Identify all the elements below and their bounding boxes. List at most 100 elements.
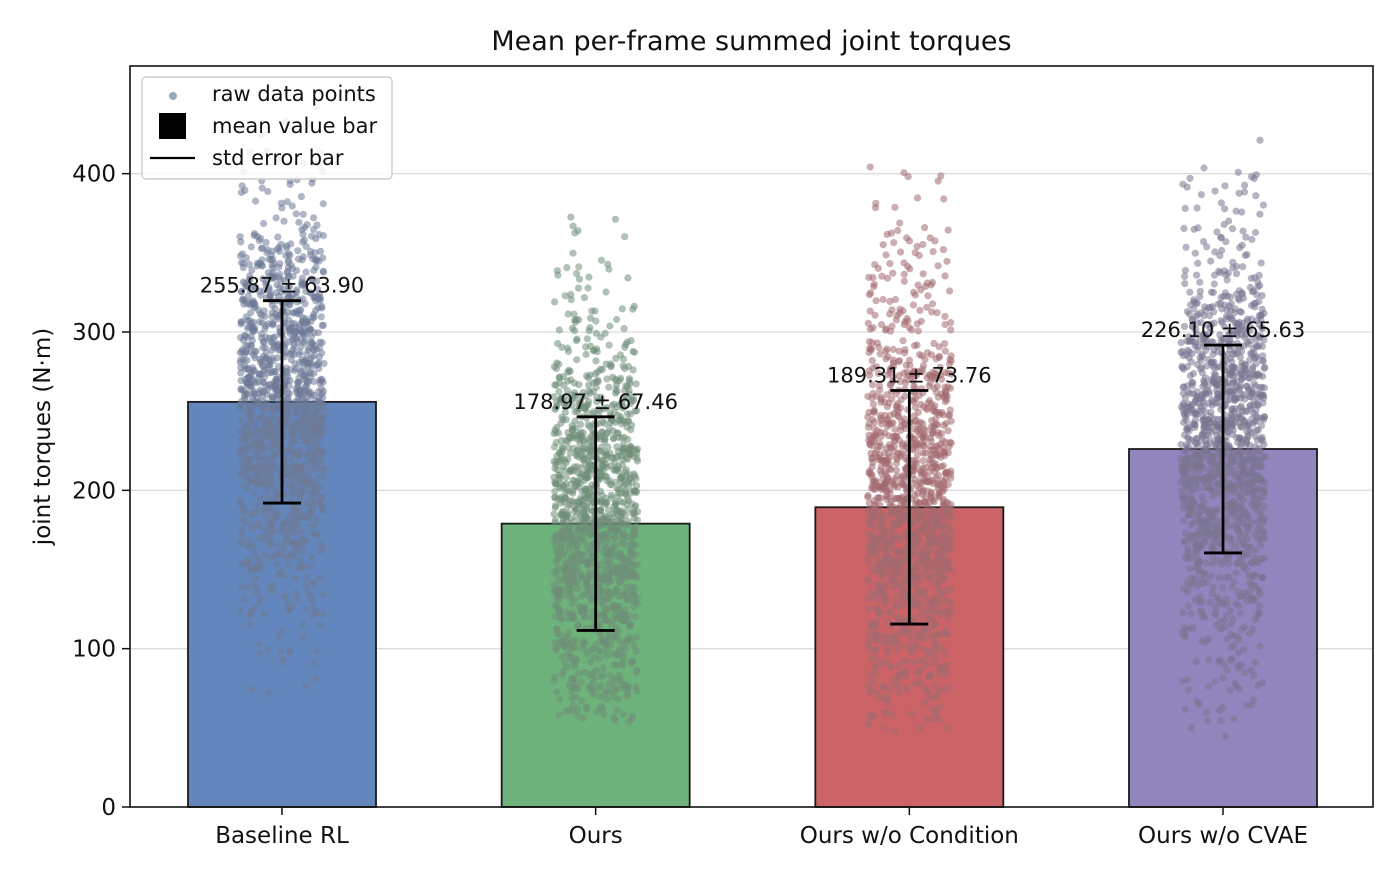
raw-data-point <box>901 532 909 540</box>
raw-data-point <box>237 448 245 456</box>
raw-data-point <box>876 511 884 519</box>
raw-data-point <box>1252 354 1260 362</box>
raw-data-point <box>251 197 260 205</box>
raw-data-point <box>610 540 619 549</box>
raw-data-point <box>311 408 319 416</box>
raw-data-point <box>319 610 327 618</box>
raw-data-point <box>237 369 245 377</box>
raw-data-point <box>932 355 940 363</box>
raw-data-point <box>598 515 607 523</box>
raw-data-point <box>903 234 911 242</box>
raw-data-point <box>884 449 893 458</box>
raw-data-point <box>261 551 269 559</box>
raw-data-point <box>257 291 265 299</box>
raw-data-point <box>1256 642 1264 650</box>
raw-data-point <box>554 471 563 479</box>
raw-data-point <box>240 595 249 603</box>
raw-data-point <box>310 329 318 337</box>
raw-data-point <box>869 274 877 282</box>
raw-data-point <box>905 642 913 650</box>
raw-data-point <box>1204 682 1213 690</box>
raw-data-point <box>303 573 311 581</box>
raw-data-point <box>565 629 573 637</box>
raw-data-point <box>1220 267 1229 275</box>
raw-data-point <box>571 643 580 651</box>
raw-data-point <box>599 664 607 672</box>
raw-data-point <box>923 349 932 357</box>
raw-data-point <box>313 221 321 229</box>
raw-data-point <box>311 439 319 447</box>
raw-data-point <box>255 446 263 454</box>
raw-data-point <box>911 563 920 571</box>
raw-data-point <box>865 578 873 586</box>
raw-data-point <box>876 610 884 618</box>
raw-data-point <box>1221 732 1229 740</box>
raw-data-point <box>1207 358 1215 366</box>
raw-data-point <box>318 339 326 347</box>
raw-data-point <box>1251 554 1259 562</box>
raw-data-point <box>597 598 605 606</box>
raw-data-point <box>902 672 910 680</box>
raw-data-point <box>306 465 314 473</box>
raw-data-point <box>599 418 607 426</box>
raw-data-point <box>315 484 323 492</box>
raw-data-point <box>585 381 593 389</box>
raw-data-point <box>309 458 317 466</box>
raw-data-point <box>1211 271 1219 279</box>
raw-data-point <box>865 531 874 539</box>
raw-data-point <box>561 658 569 666</box>
raw-data-point <box>627 337 635 345</box>
raw-data-point <box>246 620 254 628</box>
raw-data-point <box>937 172 945 180</box>
raw-data-point <box>575 275 584 283</box>
raw-data-point <box>555 429 563 437</box>
raw-data-point <box>930 598 938 606</box>
raw-data-point <box>908 326 916 334</box>
raw-data-point <box>562 459 570 467</box>
raw-data-point <box>1239 227 1247 235</box>
raw-data-point <box>610 661 619 669</box>
raw-data-point <box>294 379 302 387</box>
raw-data-point <box>611 686 619 694</box>
raw-data-point <box>301 300 309 308</box>
raw-data-point <box>307 317 315 325</box>
raw-data-point <box>919 457 927 465</box>
raw-data-point <box>909 550 918 559</box>
raw-data-point <box>302 606 310 614</box>
raw-data-point <box>879 295 887 304</box>
raw-data-point <box>258 507 266 515</box>
raw-data-point <box>909 581 917 589</box>
raw-data-point <box>568 600 576 608</box>
raw-data-point <box>268 319 276 327</box>
raw-data-point <box>284 446 292 454</box>
raw-data-point <box>248 512 256 520</box>
raw-data-point <box>267 537 275 545</box>
raw-data-point <box>257 244 265 252</box>
raw-data-point <box>297 369 305 377</box>
raw-data-point <box>250 230 258 238</box>
raw-data-point <box>606 322 614 330</box>
raw-data-point <box>273 378 281 386</box>
raw-data-point <box>868 655 876 663</box>
raw-data-point <box>288 202 296 210</box>
raw-data-point <box>563 649 572 657</box>
raw-data-point <box>935 538 943 546</box>
raw-data-point <box>271 367 279 375</box>
raw-data-point <box>579 714 587 722</box>
raw-data-point <box>237 188 245 197</box>
raw-data-point <box>303 350 311 358</box>
raw-data-point <box>926 545 935 553</box>
raw-data-point <box>236 349 244 357</box>
raw-data-point <box>903 314 911 323</box>
raw-data-point <box>613 603 621 611</box>
raw-data-point <box>294 462 302 470</box>
raw-data-point <box>552 479 560 487</box>
raw-data-points <box>236 103 1269 740</box>
raw-data-point <box>865 688 873 697</box>
raw-data-point <box>555 711 563 719</box>
raw-data-point <box>552 531 560 539</box>
raw-data-point <box>1227 607 1235 615</box>
raw-data-point <box>584 491 592 499</box>
raw-data-point <box>605 534 613 542</box>
raw-data-point <box>875 438 883 446</box>
